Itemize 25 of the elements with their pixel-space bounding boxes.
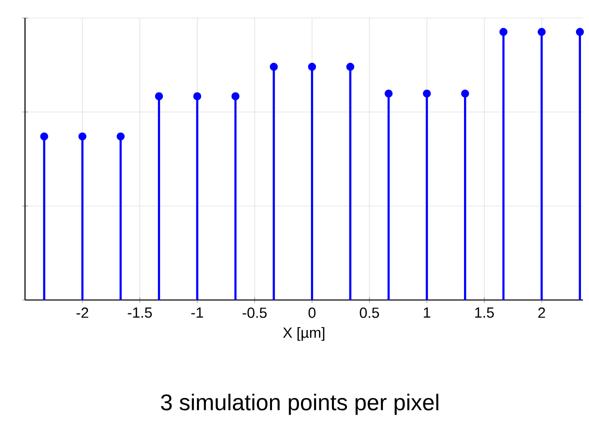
x-tick-label: 2 [538,308,546,318]
point [193,92,202,100]
x-tick-label: 1 [424,308,430,318]
x-tick-label: 0.5 [360,308,380,318]
point [308,62,316,71]
point [231,92,240,100]
x-axis-title: X [µm] [283,327,324,341]
x-tick-label: 1.5 [475,308,494,318]
point [270,62,278,71]
point [116,132,125,140]
point [422,90,431,98]
point [40,132,48,140]
point [461,90,470,98]
x-tick-label: -0.5 [242,308,267,318]
x-tick-label: -1.5 [128,308,152,318]
x-tick-label: -2 [76,308,88,318]
point [78,132,86,140]
point [538,28,546,36]
x-tick-label: -1 [191,308,204,318]
x-tick-label: 0 [308,308,316,318]
point [499,28,508,36]
point [346,62,354,71]
point [384,90,393,98]
point [154,92,163,100]
text: 3 simulation points per pixel [161,394,438,415]
